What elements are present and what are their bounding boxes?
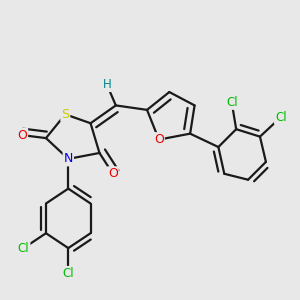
Text: O: O: [108, 167, 118, 180]
Text: O: O: [17, 129, 27, 142]
Text: Cl: Cl: [18, 242, 29, 255]
Text: O: O: [154, 133, 164, 146]
Text: Cl: Cl: [62, 267, 74, 280]
Text: Cl: Cl: [275, 111, 286, 124]
Text: H: H: [103, 78, 111, 91]
Text: S: S: [61, 108, 69, 121]
Text: N: N: [64, 152, 73, 165]
Text: Cl: Cl: [226, 96, 238, 109]
